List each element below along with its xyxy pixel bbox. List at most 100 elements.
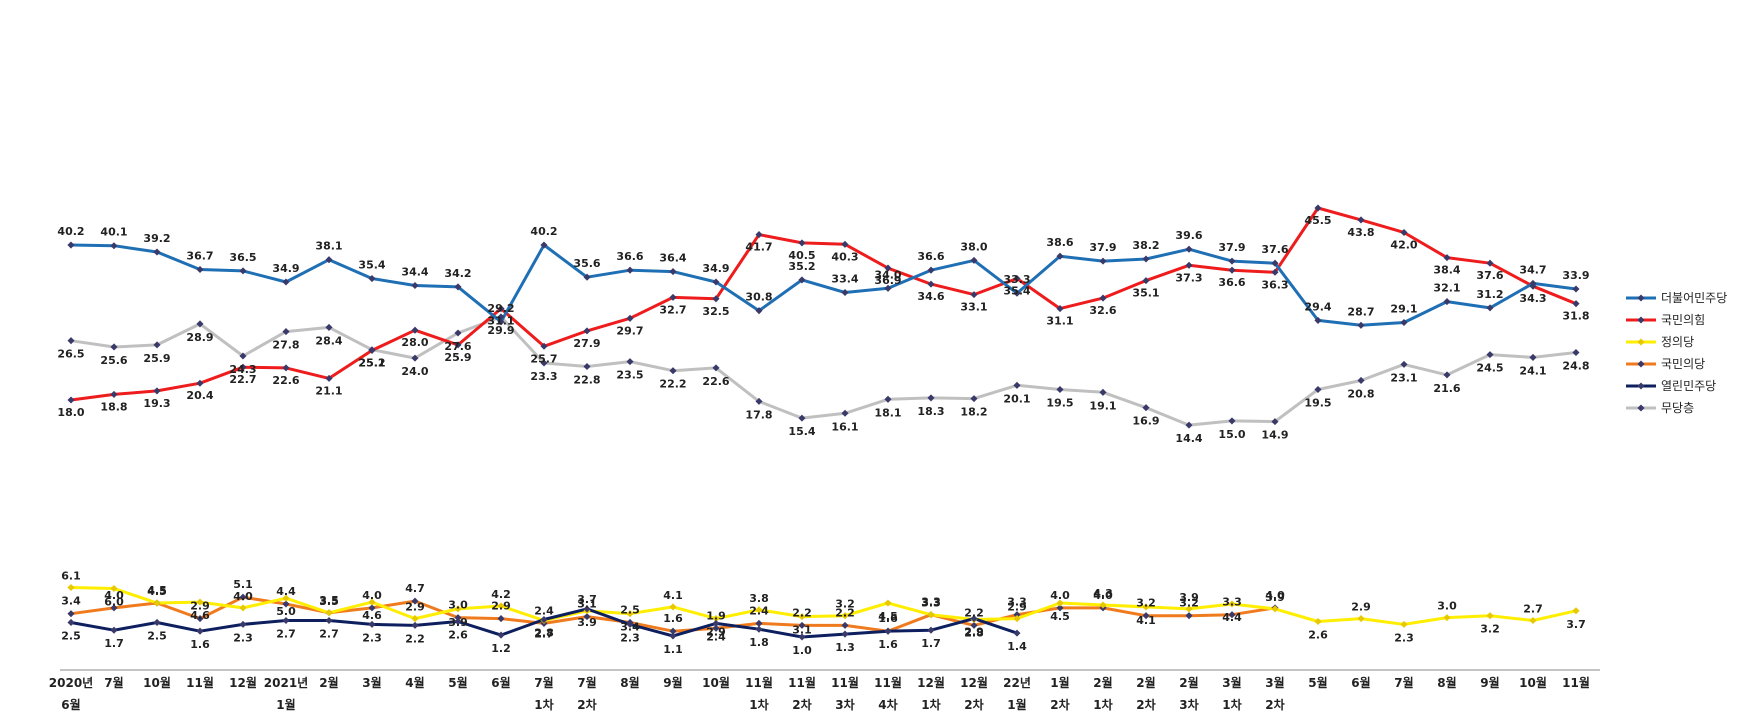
data-point-더불어민주당 — [884, 284, 892, 292]
data-label-열린민주당: 3.9 — [577, 616, 597, 629]
data-label-정의당: 4.6 — [362, 609, 382, 622]
data-label-국민의힘: 35.4 — [1003, 285, 1030, 298]
legend-item-더불어민주당: 더불어민주당 — [1626, 291, 1727, 305]
data-point-국민의힘 — [1314, 204, 1322, 212]
data-label-국민의힘: 42.0 — [1390, 239, 1417, 252]
data-label-정의당: 3.9 — [448, 616, 468, 629]
data-label-무당층: 14.4 — [1175, 432, 1202, 445]
data-label-국민의힘: 37.3 — [1175, 271, 1202, 284]
data-label-국민의당: 4.0 — [362, 589, 382, 602]
data-label-정의당: 3.2 — [835, 598, 855, 611]
x-tick-label: 1차 — [534, 697, 553, 712]
data-point-국민의힘 — [1142, 277, 1150, 285]
data-point-열린민주당 — [497, 631, 505, 639]
data-label-정의당: 4.5 — [1050, 610, 1070, 623]
x-tick-label: 3차 — [1179, 697, 1198, 712]
data-label-국민의당: 2.5 — [620, 604, 640, 617]
data-label-더불어민주당: 32.1 — [1433, 282, 1460, 295]
x-tick-label: 11월 — [186, 675, 214, 690]
data-label-무당층: 22.2 — [659, 378, 686, 391]
data-point-무당층 — [712, 364, 720, 372]
data-label-더불어민주당: 30.8 — [745, 291, 772, 304]
data-point-정의당 — [1142, 603, 1150, 611]
data-point-정의당 — [196, 598, 204, 606]
data-point-국민의힘 — [368, 346, 376, 354]
data-point-더불어민주당 — [67, 241, 75, 249]
legend-label: 열린민주당 — [1661, 379, 1716, 393]
data-point-정의당 — [626, 610, 634, 618]
data-label-국민의힘: 38.4 — [1433, 264, 1460, 277]
data-label-국민의힘: 32.6 — [1089, 304, 1116, 317]
data-point-국민의힘 — [67, 396, 75, 404]
x-tick-label: 1월 — [276, 697, 295, 712]
data-point-더불어민주당 — [454, 283, 462, 291]
data-label-더불어민주당: 37.6 — [1261, 243, 1288, 256]
data-label-무당층: 16.9 — [1132, 415, 1159, 428]
x-tick-label: 8월 — [620, 675, 639, 690]
series-line-정의당 — [70, 586, 1577, 626]
x-tick-label: 2차 — [1136, 697, 1155, 712]
data-point-열린민주당 — [884, 627, 892, 635]
data-point-열린민주당 — [798, 633, 806, 641]
data-point-무당층 — [454, 329, 462, 337]
data-point-더불어민주당 — [1357, 321, 1365, 329]
data-label-국민의당: 3.3 — [1222, 596, 1242, 609]
data-point-더불어민주당 — [196, 265, 204, 274]
data-point-열린민주당 — [626, 620, 634, 628]
data-label-정의당: 2.9 — [1351, 601, 1371, 614]
legend-label: 정의당 — [1661, 335, 1694, 349]
legend-item-국민의힘: 국민의힘 — [1626, 313, 1705, 327]
data-label-국민의당: 3.3 — [921, 596, 941, 609]
data-label-무당층: 20.1 — [1003, 392, 1030, 405]
data-point-열린민주당 — [411, 621, 419, 629]
x-tick-label: 9월 — [663, 675, 682, 690]
data-label-열린민주당: 2.4 — [706, 630, 726, 643]
data-label-열린민주당: 2.7 — [276, 628, 296, 641]
data-label-국민의힘: 41.7 — [745, 241, 772, 254]
data-label-국민의당: 4.0 — [1093, 589, 1113, 602]
data-point-정의당 — [755, 606, 763, 614]
data-point-더불어민주당 — [411, 281, 419, 290]
data-point-정의당 — [884, 599, 892, 607]
data-label-국민의힘: 28.0 — [401, 336, 428, 349]
data-point-국민의당 — [411, 597, 419, 605]
data-label-국민의당: 3.2 — [1136, 597, 1156, 610]
data-label-정의당: 4.2 — [491, 588, 511, 601]
data-point-정의당 — [1572, 607, 1580, 615]
data-label-국민의당: 4.0 — [1265, 589, 1285, 602]
data-label-열린민주당: 2.9 — [964, 626, 984, 639]
data-point-국민의힘 — [583, 327, 591, 335]
data-point-열린민주당 — [755, 625, 763, 633]
data-point-무당층 — [884, 395, 892, 403]
x-tick-label: 2021년 — [264, 676, 308, 690]
data-point-국민의당 — [712, 624, 720, 632]
data-label-국민의당: 1.9 — [706, 609, 726, 622]
data-point-정의당 — [712, 615, 720, 623]
data-label-더불어민주당: 29.4 — [1304, 300, 1331, 313]
data-label-무당층: 27.8 — [272, 339, 299, 352]
data-point-더불어민주당 — [1228, 257, 1236, 265]
data-point-무당층 — [239, 352, 247, 360]
data-point-더불어민주당 — [110, 242, 118, 250]
x-tick-label: 11월 — [1562, 675, 1590, 690]
data-point-더불어민주당 — [1486, 304, 1494, 312]
data-label-국민의힘: 21.1 — [315, 384, 342, 397]
data-label-무당층: 20.8 — [1347, 388, 1374, 401]
data-point-국민의당 — [841, 621, 849, 629]
data-label-열린민주당: 2.3 — [233, 631, 253, 644]
data-label-더불어민주당: 40.2 — [57, 225, 84, 238]
data-point-국민의당 — [454, 614, 462, 622]
data-label-더불어민주당: 29.2 — [487, 302, 514, 315]
series-line-무당층 — [70, 315, 1577, 427]
data-point-국민의힘 — [1443, 254, 1451, 262]
data-label-더불어민주당: 37.9 — [1218, 241, 1245, 254]
data-point-국민의힘 — [755, 231, 763, 239]
data-label-정의당: 5.0 — [276, 605, 296, 618]
data-label-무당층: 17.8 — [745, 408, 772, 421]
x-tick-label: 3월 — [362, 675, 381, 690]
data-point-더불어민주당 — [1400, 318, 1408, 327]
data-label-국민의힘: 32.5 — [702, 305, 729, 318]
data-label-국민의당: 2.2 — [792, 606, 812, 619]
data-point-무당층 — [1228, 417, 1236, 425]
data-label-국민의당: 2.9 — [190, 600, 210, 613]
